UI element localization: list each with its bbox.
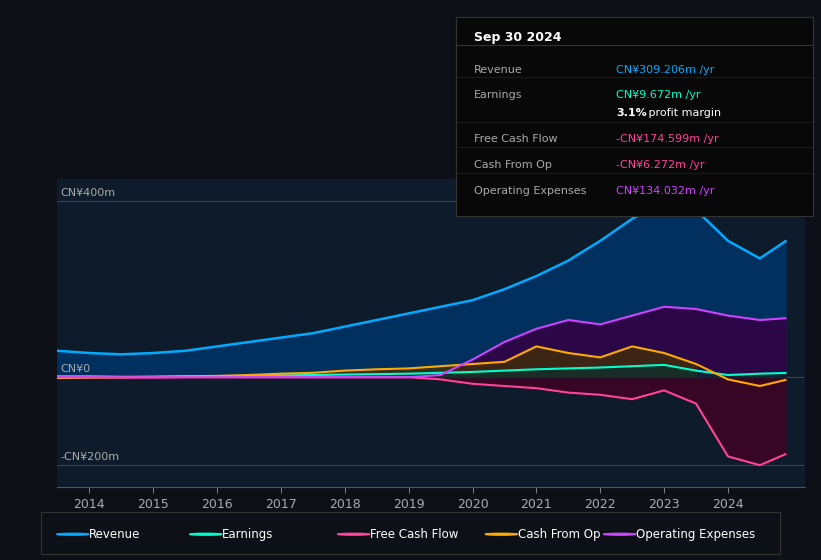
Circle shape xyxy=(190,533,222,535)
Text: CN¥400m: CN¥400m xyxy=(61,188,116,198)
Circle shape xyxy=(603,533,635,535)
Text: Cash From Op: Cash From Op xyxy=(518,528,600,541)
Text: Operating Expenses: Operating Expenses xyxy=(636,528,755,541)
Text: CN¥0: CN¥0 xyxy=(61,363,91,374)
Text: Operating Expenses: Operating Expenses xyxy=(474,186,586,196)
Text: CN¥9.672m /yr: CN¥9.672m /yr xyxy=(617,90,701,100)
Text: Sep 30 2024: Sep 30 2024 xyxy=(474,31,561,44)
Text: Cash From Op: Cash From Op xyxy=(474,160,552,170)
Text: Free Cash Flow: Free Cash Flow xyxy=(369,528,458,541)
Circle shape xyxy=(57,533,89,535)
Circle shape xyxy=(485,533,518,535)
Text: CN¥309.206m /yr: CN¥309.206m /yr xyxy=(617,64,715,74)
Text: -CN¥174.599m /yr: -CN¥174.599m /yr xyxy=(617,134,719,144)
Circle shape xyxy=(337,533,370,535)
Text: -CN¥6.272m /yr: -CN¥6.272m /yr xyxy=(617,160,705,170)
Text: Earnings: Earnings xyxy=(222,528,273,541)
Text: Revenue: Revenue xyxy=(89,528,140,541)
Text: -CN¥200m: -CN¥200m xyxy=(61,452,120,461)
Text: Free Cash Flow: Free Cash Flow xyxy=(474,134,557,144)
Text: profit margin: profit margin xyxy=(645,108,721,118)
Text: CN¥134.032m /yr: CN¥134.032m /yr xyxy=(617,186,715,196)
Text: Earnings: Earnings xyxy=(474,90,522,100)
Text: 3.1%: 3.1% xyxy=(617,108,647,118)
Text: Revenue: Revenue xyxy=(474,64,522,74)
